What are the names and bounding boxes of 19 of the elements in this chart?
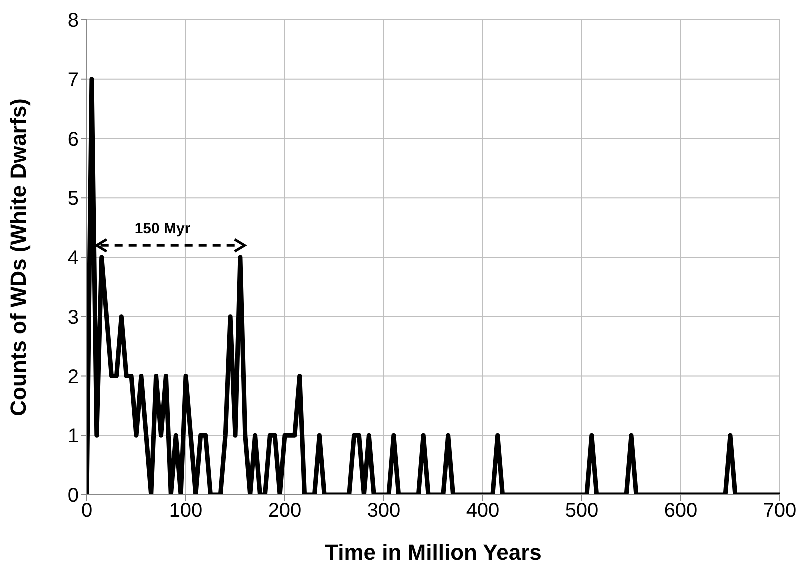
y-tick-label: 4 <box>68 248 79 270</box>
y-axis-title: Counts of WDs (White Dwarfs) <box>6 98 31 416</box>
x-tick-label: 700 <box>763 500 797 522</box>
x-tick-label: 400 <box>466 500 500 522</box>
x-tick-label: 300 <box>367 500 401 522</box>
x-axis-title: Time in Million Years <box>325 540 542 565</box>
y-tick-label: 2 <box>68 366 79 388</box>
x-tick-label: 600 <box>664 500 698 522</box>
x-tick-label: 100 <box>169 500 203 522</box>
x-tick-label: 200 <box>268 500 302 522</box>
x-tick-label: 500 <box>565 500 599 522</box>
y-tick-label: 7 <box>68 69 79 92</box>
y-tick-label: 8 <box>68 10 79 32</box>
y-tick-label: 6 <box>68 128 79 151</box>
annotation: 150 Myr <box>134 220 191 238</box>
y-tick-label: 5 <box>68 188 79 210</box>
y-tick-label: 0 <box>68 485 79 508</box>
y-tick-label: 3 <box>68 306 79 329</box>
y-tick-label: 1 <box>68 426 79 448</box>
